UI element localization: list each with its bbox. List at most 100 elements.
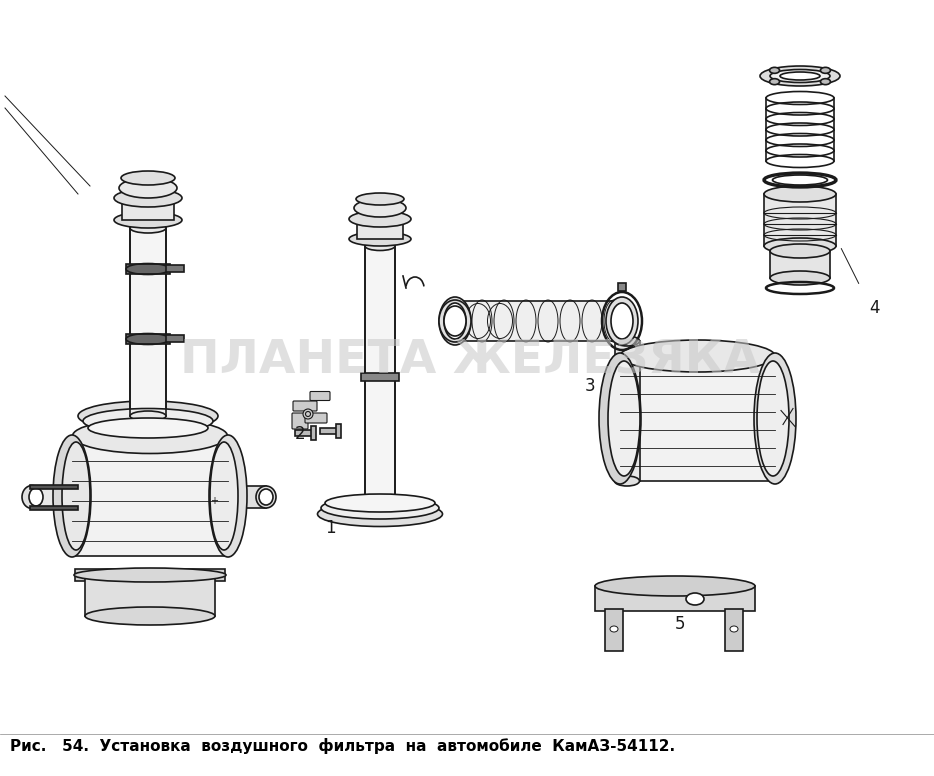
Ellipse shape [439,300,471,342]
Ellipse shape [321,497,439,519]
Bar [764,194,836,246]
Ellipse shape [764,186,836,202]
Ellipse shape [325,494,435,512]
Ellipse shape [444,306,466,336]
Bar [770,251,830,278]
Ellipse shape [22,486,42,508]
Bar [618,283,626,291]
Ellipse shape [209,435,247,557]
Ellipse shape [686,593,704,605]
Ellipse shape [78,401,218,431]
Ellipse shape [615,476,640,486]
Ellipse shape [88,418,208,438]
Ellipse shape [119,178,177,198]
Bar [295,430,315,436]
FancyBboxPatch shape [305,413,327,423]
Ellipse shape [780,72,820,80]
Ellipse shape [73,418,228,453]
Ellipse shape [820,78,830,85]
Bar [122,198,174,220]
Ellipse shape [620,340,775,372]
Bar [166,335,184,342]
Ellipse shape [615,336,640,346]
Ellipse shape [114,212,182,228]
Bar [30,485,78,489]
Ellipse shape [770,271,830,285]
Ellipse shape [130,223,166,233]
Ellipse shape [770,70,830,82]
Text: 5: 5 [674,615,686,633]
Circle shape [303,409,313,419]
Ellipse shape [349,211,411,227]
Ellipse shape [130,411,166,421]
Ellipse shape [210,442,238,550]
Ellipse shape [356,193,404,205]
Ellipse shape [606,297,638,345]
Text: +: + [210,496,218,506]
Bar [595,586,755,611]
Ellipse shape [611,303,633,339]
Bar [126,334,170,344]
Ellipse shape [85,607,215,625]
Ellipse shape [74,568,226,582]
Bar [130,228,166,416]
Ellipse shape [754,353,796,484]
Text: ПЛАНЕТА ЖЕЛЕЗЯКА: ПЛАНЕТА ЖЕЛЕЗЯКА [180,338,760,383]
FancyBboxPatch shape [310,392,330,400]
Bar [455,301,622,341]
Ellipse shape [730,626,738,632]
Ellipse shape [610,626,618,632]
Text: Рис.   54.  Установка  воздушного  фильтра  на  автомобиле  КамАЗ-54112.: Рис. 54. Установка воздушного фильтра на… [10,738,675,754]
Bar [320,428,340,434]
Text: 2: 2 [295,425,305,443]
Ellipse shape [114,189,182,207]
Bar [336,424,341,438]
Ellipse shape [121,171,175,185]
Bar [365,246,395,503]
Ellipse shape [29,488,43,506]
Text: 4: 4 [870,299,880,317]
Ellipse shape [53,435,91,557]
Ellipse shape [259,489,273,505]
Bar [228,486,266,508]
Ellipse shape [599,353,641,484]
Ellipse shape [595,576,755,596]
Ellipse shape [62,442,90,550]
FancyBboxPatch shape [292,413,308,429]
Bar [615,341,640,481]
Bar [357,219,403,239]
Ellipse shape [820,68,830,74]
Ellipse shape [764,238,836,254]
Bar [605,609,623,651]
Ellipse shape [318,501,443,526]
Text: 1: 1 [325,519,335,537]
Bar [126,264,170,274]
Ellipse shape [349,232,411,246]
Bar [725,609,743,651]
Bar [361,373,399,381]
Bar [620,356,775,481]
Ellipse shape [444,303,466,339]
Ellipse shape [770,244,830,258]
Ellipse shape [439,297,471,345]
Ellipse shape [83,408,213,434]
FancyBboxPatch shape [293,401,317,411]
Ellipse shape [256,486,276,508]
Bar [85,576,215,616]
Ellipse shape [770,78,780,85]
Bar [166,265,184,272]
Text: 3: 3 [585,377,595,395]
Bar [75,569,225,581]
Bar [30,506,78,510]
Bar [311,426,316,440]
Ellipse shape [757,361,789,476]
Ellipse shape [365,498,395,508]
Bar [72,436,227,556]
Circle shape [305,411,310,417]
Ellipse shape [760,66,840,86]
Ellipse shape [608,361,640,476]
Ellipse shape [770,68,780,74]
Bar [32,486,77,508]
Ellipse shape [67,486,87,508]
Ellipse shape [365,241,395,251]
